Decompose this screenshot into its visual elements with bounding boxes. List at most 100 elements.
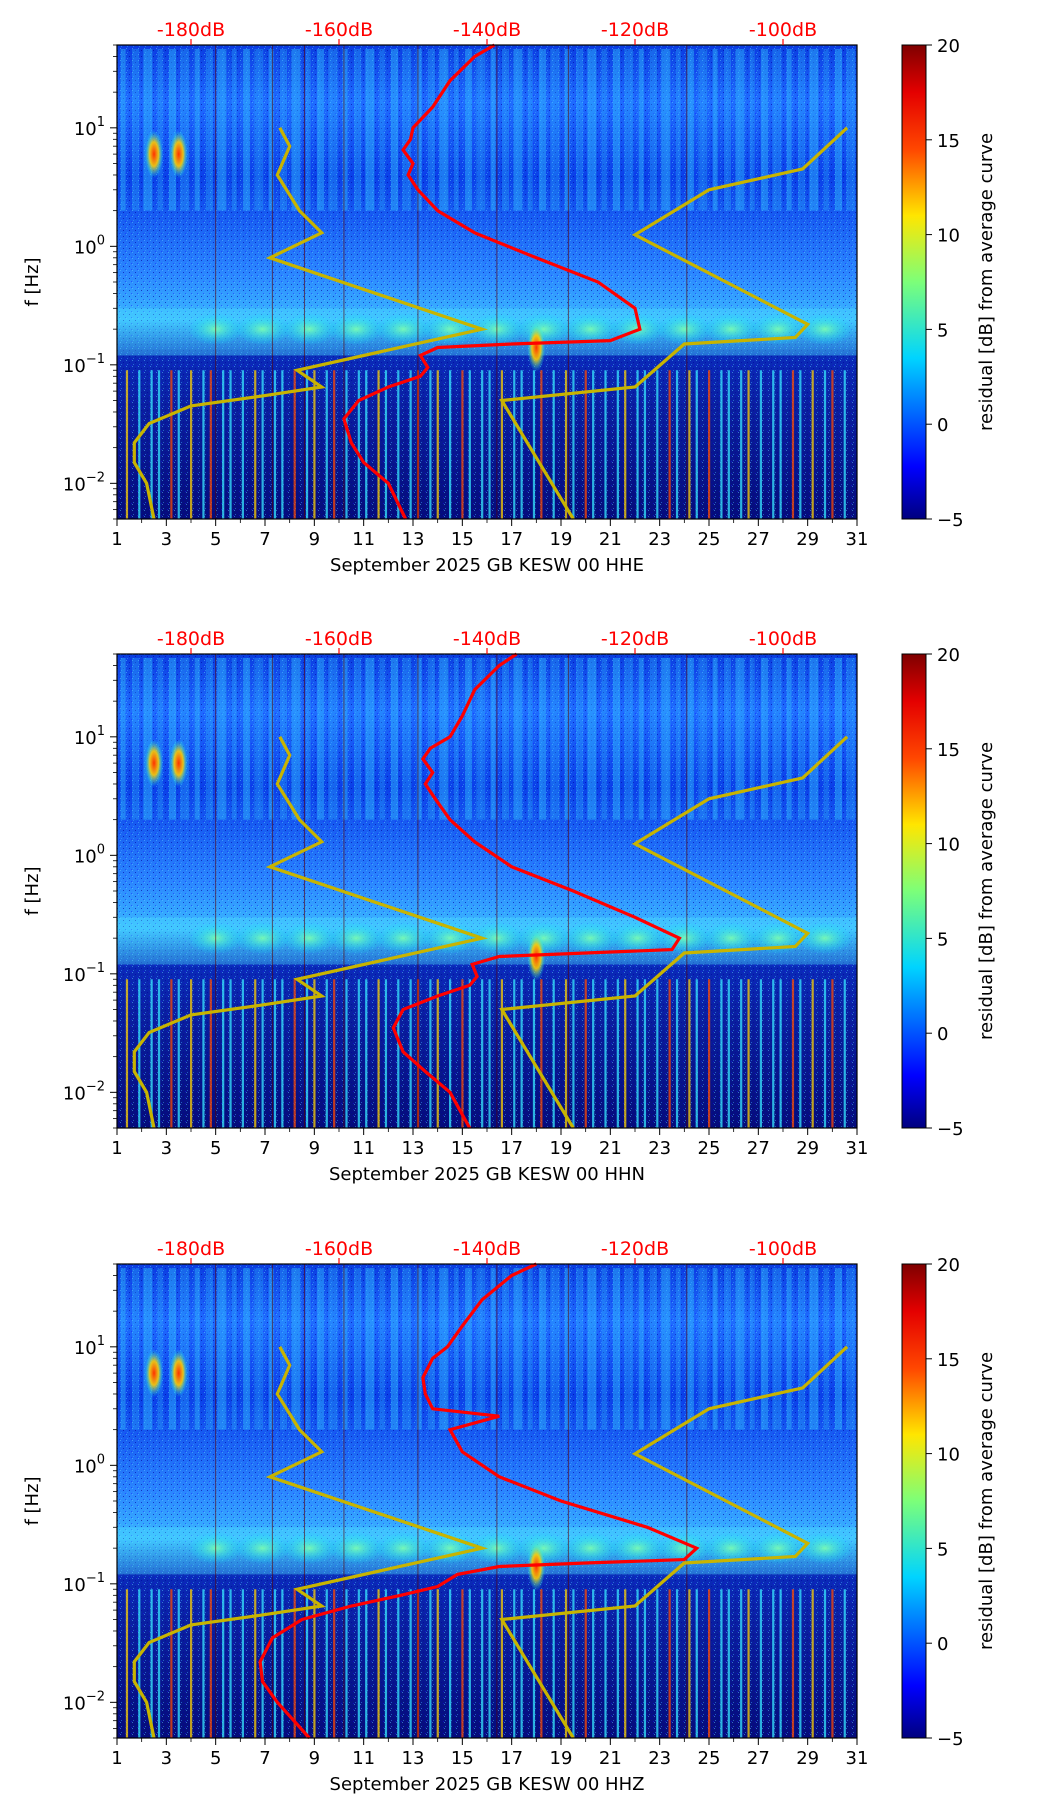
daily-streak xyxy=(601,1268,607,1430)
db-label: -120dB xyxy=(601,1238,669,1260)
transient-spike xyxy=(791,370,795,519)
colorbar-gradient xyxy=(901,44,927,520)
transient-spike xyxy=(333,370,336,519)
transient-spike xyxy=(357,370,360,519)
heatmap-texture xyxy=(117,654,857,1128)
transient-spike xyxy=(177,979,180,1128)
transient-spike xyxy=(177,370,180,519)
transient-spike xyxy=(313,370,316,519)
transient-spike xyxy=(540,979,543,1128)
colorbar-tick-label: 0 xyxy=(937,1024,948,1045)
daily-streak xyxy=(490,658,496,820)
hot-spot xyxy=(169,739,188,788)
daily-streak xyxy=(749,49,755,211)
transient-spike xyxy=(436,979,439,1128)
colorbar-tick-label: 15 xyxy=(937,131,960,152)
daily-streak xyxy=(120,49,126,211)
transient-spike xyxy=(397,979,400,1128)
transient-spike xyxy=(604,370,607,519)
transient-spike xyxy=(500,370,503,519)
transient-spike xyxy=(190,979,193,1128)
x-tick-label: 3 xyxy=(161,529,172,550)
daily-streak xyxy=(402,49,412,211)
daily-streak xyxy=(280,49,287,211)
daily-streak xyxy=(194,49,200,211)
transient-spike xyxy=(532,1589,536,1738)
daily-streak xyxy=(305,658,311,820)
daily-streak xyxy=(280,1268,287,1430)
x-tick-label: 5 xyxy=(210,1748,221,1769)
daily-streak xyxy=(231,658,237,820)
x-tick-label: 13 xyxy=(402,1748,425,1769)
y-tick-label: 100 xyxy=(74,842,105,867)
x-tick-label: 7 xyxy=(259,1748,270,1769)
transient-spike xyxy=(708,370,711,519)
colorbar-gradient xyxy=(901,653,927,1129)
y-axis-label: f [Hz] xyxy=(22,257,43,306)
daily-streak xyxy=(846,49,856,211)
y-tick-exponent: 1 xyxy=(97,1334,105,1349)
daily-streak xyxy=(772,49,782,211)
daily-streak xyxy=(317,49,324,211)
transient-spike xyxy=(488,370,491,519)
transient-spike xyxy=(384,370,388,519)
daily-streak xyxy=(675,1268,681,1430)
daily-streak xyxy=(675,658,681,820)
colorbar-tick-label: 0 xyxy=(937,1634,948,1655)
transient-spike xyxy=(461,370,464,519)
transient-spike xyxy=(254,979,257,1128)
daily-streak xyxy=(661,1268,671,1430)
heatmap-texture xyxy=(117,1264,857,1738)
transient-spike xyxy=(513,979,516,1128)
y-tick-label: 100 xyxy=(74,233,105,258)
transient-spike xyxy=(138,979,141,1128)
daily-streak xyxy=(550,49,560,211)
daily-streak xyxy=(587,658,597,820)
daily-streak xyxy=(513,49,523,211)
transient-spike xyxy=(281,979,284,1128)
transient-spike xyxy=(668,370,671,519)
transient-spike xyxy=(345,370,348,519)
transient-spike xyxy=(125,979,129,1128)
transient-spike xyxy=(365,1589,368,1738)
transient-spike xyxy=(384,1589,388,1738)
transient-spike xyxy=(202,1589,205,1738)
daily-streak xyxy=(712,49,718,211)
transient-spike xyxy=(656,370,659,519)
transient-spike xyxy=(488,979,491,1128)
hot-spot xyxy=(169,1349,188,1398)
transient-spike xyxy=(157,370,161,519)
x-tick-label: 27 xyxy=(747,1138,770,1159)
transient-spike xyxy=(222,1589,225,1738)
transient-spike xyxy=(170,979,173,1128)
x-tick-label: 25 xyxy=(698,1748,721,1769)
daily-streak xyxy=(180,1268,190,1430)
daily-streak xyxy=(798,49,805,211)
daily-streak xyxy=(823,658,829,820)
y-tick-label: 10−2 xyxy=(63,1689,105,1714)
y-tick-exponent: 0 xyxy=(97,233,105,248)
y-tick-exponent: 0 xyxy=(97,842,105,857)
x-tick-label: 17 xyxy=(500,1748,523,1769)
daily-streak xyxy=(268,658,274,820)
transient-spike xyxy=(170,370,173,519)
daily-streak xyxy=(120,658,126,820)
transient-spike xyxy=(532,979,536,1128)
transient-spike xyxy=(481,370,484,519)
transient-spike xyxy=(190,370,193,519)
y-tick-base: 10 xyxy=(63,356,86,377)
daily-streak xyxy=(650,49,657,211)
daily-streak xyxy=(416,658,422,820)
daily-streak xyxy=(798,658,805,820)
transient-spike xyxy=(190,1589,193,1738)
transient-spike xyxy=(688,1589,691,1738)
transient-spike xyxy=(759,979,762,1128)
daily-streak xyxy=(305,49,311,211)
transient-spike xyxy=(333,1589,336,1738)
transient-spike xyxy=(429,370,432,519)
transient-spike xyxy=(357,979,360,1128)
daily-streak xyxy=(206,49,213,211)
transient-spike xyxy=(429,979,432,1128)
rms-curve xyxy=(391,652,682,1129)
transient-spike xyxy=(584,370,587,519)
